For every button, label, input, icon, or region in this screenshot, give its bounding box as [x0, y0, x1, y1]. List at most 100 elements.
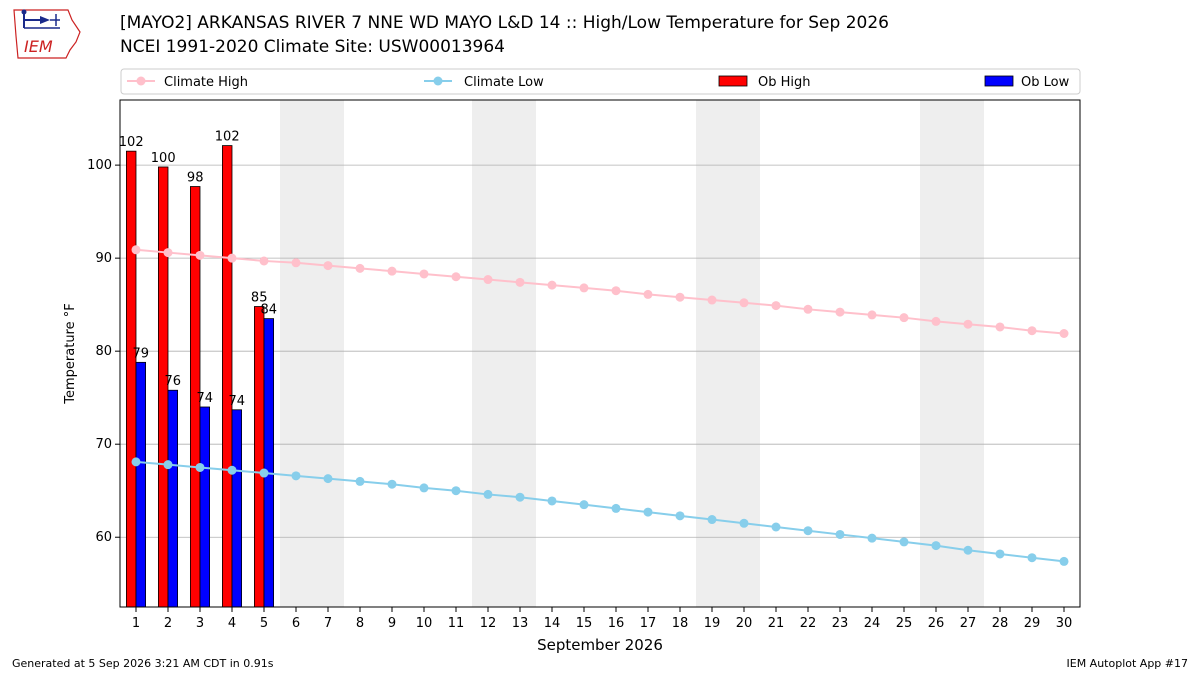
x-tick-label: 11 — [448, 616, 465, 631]
climate-low-point — [131, 457, 141, 467]
bar-labels: 102 100 98 102 85 79 76 74 74 84 — [119, 130, 277, 409]
climate-high-point — [355, 263, 365, 273]
climate-high-point — [291, 258, 301, 268]
climate-low-point — [259, 468, 269, 478]
climate-high-point — [579, 283, 589, 293]
x-tick-label: 21 — [768, 616, 785, 631]
x-tick-label: 18 — [672, 616, 689, 631]
climate-high-point — [899, 313, 909, 323]
weekend-shading — [280, 100, 984, 607]
climate-high-point — [1027, 326, 1037, 336]
ob-low-bar — [231, 409, 242, 608]
y-tick-label: 80 — [95, 344, 112, 359]
ob-high-bar — [126, 150, 137, 608]
climate-low-point — [195, 462, 205, 472]
climate-low-point — [579, 500, 589, 510]
x-tick-label: 27 — [960, 616, 977, 631]
ob-high-label: 100 — [151, 151, 176, 166]
x-tick-label: 2 — [164, 616, 172, 631]
x-tick-label: 10 — [416, 616, 433, 631]
climate-high-point — [259, 256, 269, 266]
ob-low-label: 79 — [133, 346, 150, 361]
x-tick-label: 14 — [544, 616, 561, 631]
iem-logo: IEM — [13, 9, 81, 59]
grid-lines — [120, 164, 1080, 538]
generated-timestamp: Generated at 5 Sep 2026 3:21 AM CDT in 0… — [12, 657, 274, 670]
x-tick-label: 26 — [928, 616, 945, 631]
ob-high-label: 102 — [215, 130, 240, 145]
x-axis-label: September 2026 — [537, 636, 663, 654]
climate-low-point — [483, 489, 493, 499]
climate-high-point — [995, 322, 1005, 332]
climate-high-point — [771, 301, 781, 311]
iowa-outline-icon — [13, 9, 81, 59]
y-axis: 60 70 80 90 100 — [87, 158, 120, 545]
climate-low-point — [323, 474, 333, 484]
climate-low-point — [899, 537, 909, 547]
climate-low-point — [419, 483, 429, 493]
climate-low-point — [227, 465, 237, 475]
y-axis-label: Temperature °F — [63, 303, 78, 404]
climate-high-point — [323, 261, 333, 271]
ob-low-label: 74 — [229, 394, 246, 409]
climate-low-point — [867, 533, 877, 543]
y-tick-label: 100 — [87, 158, 112, 173]
x-tick-label: 29 — [1024, 616, 1041, 631]
climate-high-point — [963, 319, 973, 329]
climate-low-point — [931, 541, 941, 551]
legend-climate-high-label: Climate High — [164, 75, 248, 90]
climate-low-point — [1059, 556, 1069, 566]
x-tick-label: 19 — [704, 616, 721, 631]
weekend-shade — [696, 100, 760, 607]
climate-high-point — [803, 304, 813, 314]
x-tick-label: 1 — [132, 616, 140, 631]
climate-high-point — [835, 307, 845, 317]
climate-low-point — [611, 503, 621, 513]
x-tick-label: 4 — [228, 616, 236, 631]
climate-high-point — [547, 280, 557, 290]
climate-low-point — [771, 522, 781, 532]
climate-low-point — [451, 486, 461, 496]
ob-low-bar — [199, 406, 210, 608]
climate-high-point — [195, 250, 205, 260]
x-tick-label: 8 — [356, 616, 364, 631]
climate-high-point — [739, 298, 749, 308]
climate-high-point — [1059, 328, 1069, 338]
ob-high-bar — [221, 145, 233, 608]
ob-high-label: 85 — [251, 291, 268, 306]
x-tick-label: 23 — [832, 616, 849, 631]
app-credit: IEM Autoplot App #17 — [1066, 657, 1189, 670]
climate-high-point — [131, 245, 141, 255]
weekend-shade — [472, 100, 536, 607]
climate-low-point — [291, 471, 301, 481]
climate-low-point — [1027, 553, 1037, 563]
climate-high-point — [675, 292, 685, 302]
climate-high-point — [515, 277, 525, 287]
ob-high-label: 102 — [119, 135, 144, 150]
climate-high-point — [387, 266, 397, 276]
chart-title: [MAYO2] ARKANSAS RIVER 7 NNE WD MAYO L&D… — [120, 13, 889, 33]
x-tick-label: 5 — [260, 616, 268, 631]
bars — [126, 145, 275, 608]
ob-low-bar — [167, 389, 178, 608]
ob-low-label: 76 — [165, 374, 182, 389]
x-tick-label: 20 — [736, 616, 753, 631]
climate-high-line — [135, 248, 1065, 335]
x-tick-label: 9 — [388, 616, 396, 631]
legend-ob-high-label: Ob High — [758, 75, 811, 90]
climate-low-point — [643, 507, 653, 517]
climate-low-point — [739, 518, 749, 528]
climate-low-point — [163, 460, 173, 470]
y-tick-label: 70 — [95, 437, 112, 452]
ob-high-label: 98 — [187, 171, 204, 186]
x-tick-label: 6 — [292, 616, 300, 631]
climate-high-point — [867, 310, 877, 320]
x-tick-label: 12 — [480, 616, 497, 631]
climate-low-point — [803, 526, 813, 536]
climate-low-point — [387, 479, 397, 489]
legend-climate-high-marker — [136, 76, 146, 86]
x-tick-label: 28 — [992, 616, 1009, 631]
x-tick-label: 3 — [196, 616, 204, 631]
ob-low-label: 84 — [261, 303, 278, 318]
climate-high-point — [643, 289, 653, 299]
